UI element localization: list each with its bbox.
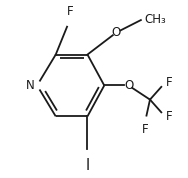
- Text: O: O: [112, 26, 121, 39]
- Text: CH₃: CH₃: [144, 13, 166, 26]
- Text: F: F: [166, 76, 172, 89]
- Text: F: F: [166, 110, 172, 123]
- Text: O: O: [124, 79, 133, 92]
- Text: F: F: [142, 123, 149, 137]
- Text: N: N: [26, 79, 34, 92]
- Text: I: I: [85, 158, 90, 173]
- Text: F: F: [66, 5, 73, 18]
